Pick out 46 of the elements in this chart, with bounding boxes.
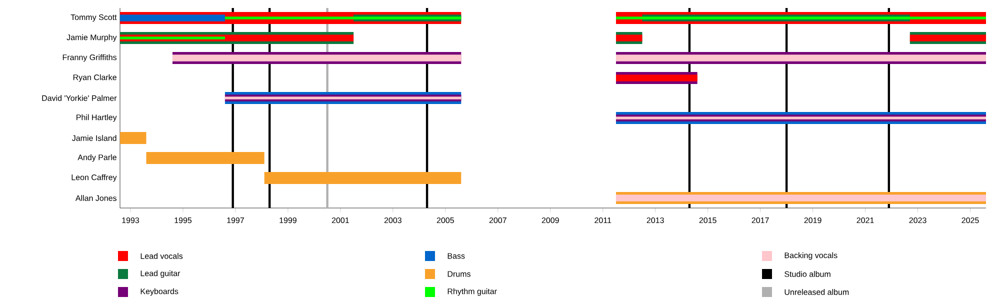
y-tick-label: Leon Caffrey [72,174,117,182]
legend-label: Backing vocals [784,252,838,260]
x-tick-label: 1995 [174,217,192,224]
y-tick-label: Andy Parle [78,154,116,162]
x-tick-label: 2007 [489,217,506,224]
x-tick-label: 1997 [227,217,244,224]
y-tick-label: Franny Griffiths [62,54,117,62]
legend-label: Studio album [784,271,830,277]
legend-label: Unreleased album [784,289,849,295]
legend-label: Rhythm guitar [448,288,497,296]
y-tick-label: Tommy Scott [70,14,117,22]
y-tick-label: Jamie Murphy [66,34,117,42]
y-tick-label: Ryan Clarke [73,74,116,82]
x-tick-label: 2009 [542,217,559,224]
y-tick-label: David 'Yorkie' Palmer [42,95,117,101]
x-tick-label: 1999 [280,217,296,224]
legend-label: Lead guitar [140,270,180,278]
x-tick-label: 2019 [804,217,822,224]
legend-label: Keyboards [140,288,178,296]
x-tick-label: 2005 [436,217,454,224]
legend-label: Bass [448,253,465,259]
x-tick-label: 2023 [909,217,926,224]
x-tick-label: 2013 [646,217,664,224]
y-tick-label: Jamie Island [72,135,116,141]
x-tick-label: 2003 [384,217,402,224]
legend-label: Drums [448,271,470,277]
bar [120,132,146,144]
x-tick-label: 2001 [332,217,349,224]
bar [616,34,642,42]
x-tick-label: 1993 [122,217,140,224]
bar [224,16,462,20]
x-tick-label: 2025 [962,217,979,224]
y-tick-label: Phil Hartley [76,114,117,122]
legend-label: Lead vocals [140,253,183,259]
bar [616,16,986,20]
x-tick-label: 2021 [856,217,874,224]
bar [264,172,462,184]
y-tick-label: Allan Jones [75,195,117,201]
x-tick-label: 2017 [752,217,769,224]
bar [120,36,225,40]
x-tick-label: 2011 [594,217,612,224]
bar [616,54,986,62]
x-tick-label: 2015 [699,217,716,224]
bar [910,34,986,42]
bar [146,152,264,164]
bar [616,74,698,82]
